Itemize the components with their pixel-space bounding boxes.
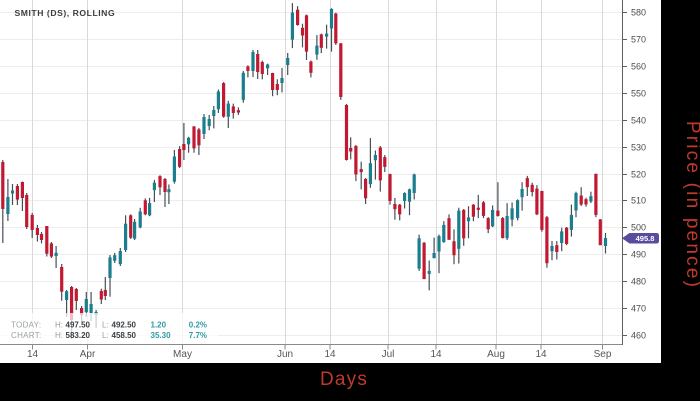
svg-text:530: 530 — [631, 143, 646, 153]
svg-text:0.2%: 0.2% — [189, 321, 207, 330]
svg-text:TODAY:: TODAY: — [11, 321, 41, 330]
svg-text:497.50: 497.50 — [66, 321, 91, 330]
svg-text:14: 14 — [430, 349, 442, 360]
svg-text:Apr: Apr — [80, 349, 96, 360]
svg-text:H:: H: — [55, 331, 63, 340]
svg-text:460: 460 — [631, 331, 646, 341]
svg-text:Sep: Sep — [594, 349, 612, 360]
svg-text:540: 540 — [631, 116, 646, 126]
svg-text:500: 500 — [631, 223, 646, 233]
svg-text:Aug: Aug — [487, 349, 505, 360]
svg-text:1.20: 1.20 — [151, 321, 167, 330]
svg-text:14: 14 — [535, 349, 547, 360]
svg-text:CHART:: CHART: — [11, 331, 42, 340]
svg-text:550: 550 — [631, 89, 646, 99]
svg-text:Days: Days — [320, 369, 368, 390]
svg-text:L:: L: — [102, 331, 109, 340]
svg-text:Jul: Jul — [382, 349, 395, 360]
svg-text:L:: L: — [102, 321, 109, 330]
svg-text:14: 14 — [27, 349, 39, 360]
svg-text:495.8: 495.8 — [636, 234, 655, 243]
svg-text:14: 14 — [324, 349, 336, 360]
svg-text:480: 480 — [631, 277, 646, 287]
svg-text:470: 470 — [631, 304, 646, 314]
svg-text:May: May — [173, 349, 192, 360]
svg-text:583.20: 583.20 — [66, 331, 91, 340]
svg-text:492.50: 492.50 — [112, 321, 137, 330]
svg-text:458.50: 458.50 — [112, 331, 137, 340]
svg-text:510: 510 — [631, 196, 646, 206]
svg-text:580: 580 — [631, 8, 646, 18]
svg-text:SMITH (DS), ROLLING: SMITH (DS), ROLLING — [15, 8, 116, 18]
svg-text:Price (in pence): Price (in pence) — [682, 121, 700, 289]
svg-text:35.30: 35.30 — [151, 331, 172, 340]
svg-text:520: 520 — [631, 170, 646, 180]
svg-text:H:: H: — [55, 321, 63, 330]
svg-text:570: 570 — [631, 35, 646, 45]
svg-text:Jun: Jun — [277, 349, 293, 360]
svg-text:560: 560 — [631, 62, 646, 72]
svg-text:490: 490 — [631, 250, 646, 260]
svg-text:7.7%: 7.7% — [189, 331, 207, 340]
